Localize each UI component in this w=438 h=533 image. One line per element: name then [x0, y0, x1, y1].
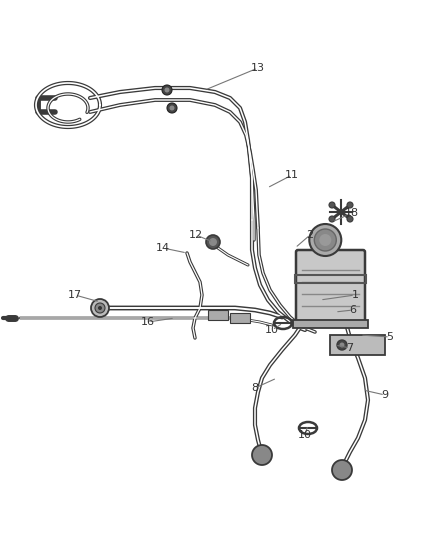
- Circle shape: [162, 85, 172, 95]
- Circle shape: [95, 303, 105, 313]
- Circle shape: [332, 460, 352, 480]
- Text: 12: 12: [189, 230, 203, 240]
- Text: 8: 8: [251, 383, 258, 393]
- Text: 9: 9: [381, 390, 389, 400]
- Text: 10: 10: [265, 325, 279, 335]
- Circle shape: [339, 343, 345, 348]
- Bar: [208, 310, 228, 320]
- Circle shape: [329, 216, 335, 222]
- Text: 13: 13: [251, 63, 265, 73]
- Bar: [293, 320, 368, 328]
- Text: 7: 7: [346, 343, 353, 353]
- Circle shape: [347, 216, 353, 222]
- Circle shape: [91, 299, 109, 317]
- Circle shape: [206, 235, 220, 249]
- Text: 5: 5: [386, 332, 393, 342]
- Circle shape: [165, 87, 170, 93]
- Bar: [295, 275, 366, 283]
- Text: 6: 6: [350, 305, 357, 315]
- Circle shape: [347, 202, 353, 208]
- Circle shape: [209, 238, 217, 246]
- Circle shape: [167, 103, 177, 113]
- Circle shape: [170, 106, 174, 110]
- Text: 1: 1: [352, 290, 358, 300]
- Bar: [330, 335, 385, 355]
- Text: 16: 16: [141, 317, 155, 327]
- Text: 10: 10: [298, 430, 312, 440]
- Circle shape: [314, 229, 336, 251]
- Circle shape: [98, 306, 102, 310]
- Text: 17: 17: [68, 290, 82, 300]
- Text: 14: 14: [156, 243, 170, 253]
- Text: 2: 2: [307, 230, 314, 240]
- Bar: [230, 313, 250, 323]
- Text: 11: 11: [285, 170, 299, 180]
- Circle shape: [329, 202, 335, 208]
- Circle shape: [309, 224, 341, 256]
- Circle shape: [319, 234, 331, 246]
- Circle shape: [337, 340, 347, 350]
- FancyBboxPatch shape: [296, 250, 365, 322]
- Circle shape: [252, 445, 272, 465]
- Text: 18: 18: [345, 208, 359, 218]
